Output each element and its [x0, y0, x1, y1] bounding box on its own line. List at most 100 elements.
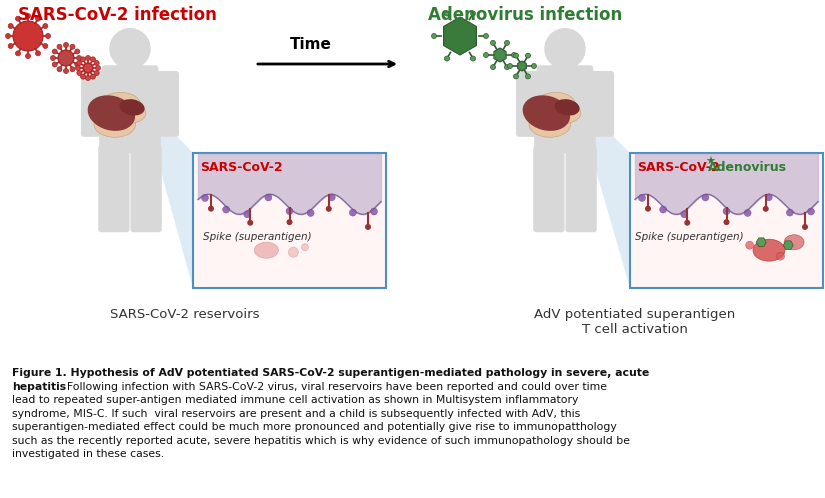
Circle shape — [328, 194, 335, 201]
Ellipse shape — [546, 103, 581, 124]
Circle shape — [684, 220, 691, 226]
Text: lead to repeated super-antigen mediated immune cell activation as shown in Multi: lead to repeated super-antigen mediated … — [12, 395, 578, 405]
Ellipse shape — [87, 95, 135, 131]
Polygon shape — [783, 241, 794, 249]
Text: Adenovirus infection: Adenovirus infection — [428, 6, 622, 24]
Circle shape — [470, 56, 475, 61]
FancyBboxPatch shape — [516, 71, 543, 137]
Circle shape — [507, 64, 512, 69]
Circle shape — [326, 206, 332, 212]
Circle shape — [94, 60, 99, 66]
Circle shape — [681, 211, 688, 218]
Circle shape — [802, 224, 808, 230]
Text: ★: ★ — [705, 157, 715, 167]
Circle shape — [8, 23, 13, 28]
Circle shape — [52, 49, 57, 54]
Circle shape — [81, 57, 86, 62]
Ellipse shape — [753, 239, 785, 261]
Circle shape — [70, 67, 75, 72]
Circle shape — [223, 206, 229, 213]
Text: superantigen-mediated effect could be much more pronounced and potentially give : superantigen-mediated effect could be mu… — [12, 422, 617, 432]
Ellipse shape — [784, 235, 804, 249]
Circle shape — [6, 33, 11, 38]
Circle shape — [431, 33, 436, 38]
Circle shape — [724, 219, 729, 225]
FancyBboxPatch shape — [533, 146, 564, 232]
Ellipse shape — [101, 93, 140, 116]
Circle shape — [660, 206, 667, 213]
Circle shape — [75, 62, 80, 67]
Circle shape — [763, 206, 769, 212]
Text: Time: Time — [290, 37, 332, 52]
Circle shape — [8, 43, 13, 48]
Circle shape — [45, 33, 50, 38]
FancyBboxPatch shape — [587, 71, 614, 137]
Circle shape — [57, 44, 62, 49]
Text: Figure 1. Hypothesis of AdV potentiated SARS-CoV-2 superantigen-mediated patholo: Figure 1. Hypothesis of AdV potentiated … — [12, 368, 649, 378]
Circle shape — [505, 40, 510, 45]
FancyBboxPatch shape — [130, 146, 162, 232]
Circle shape — [109, 28, 151, 69]
Circle shape — [808, 208, 814, 215]
Ellipse shape — [120, 99, 144, 116]
Circle shape — [77, 60, 82, 66]
Circle shape — [349, 209, 356, 216]
Polygon shape — [588, 111, 630, 288]
Text: hepatitis: hepatitis — [12, 381, 66, 391]
Circle shape — [83, 63, 93, 73]
Circle shape — [64, 42, 68, 47]
Circle shape — [544, 28, 586, 69]
Circle shape — [702, 194, 709, 201]
Polygon shape — [757, 238, 766, 247]
FancyBboxPatch shape — [565, 146, 596, 232]
Circle shape — [491, 65, 496, 70]
Circle shape — [286, 219, 293, 225]
Text: such as the recently reported acute, severe hepatitis which is why evidence of s: such as the recently reported acute, sev… — [12, 435, 630, 446]
Circle shape — [746, 241, 754, 249]
Ellipse shape — [529, 112, 571, 137]
Text: syndrome, MIS-C. If such  viral reservoirs are present and a child is subsequent: syndrome, MIS-C. If such viral reservoir… — [12, 408, 580, 418]
Circle shape — [81, 74, 86, 79]
Ellipse shape — [536, 93, 575, 116]
Circle shape — [786, 209, 794, 216]
Circle shape — [64, 69, 68, 74]
Ellipse shape — [111, 103, 146, 124]
Circle shape — [301, 244, 309, 250]
Circle shape — [766, 194, 772, 201]
Circle shape — [526, 74, 530, 79]
FancyBboxPatch shape — [153, 71, 179, 137]
Circle shape — [26, 13, 31, 18]
Circle shape — [86, 55, 91, 60]
Circle shape — [723, 208, 730, 215]
Text: SARS-CoV-2: SARS-CoV-2 — [637, 161, 719, 174]
Circle shape — [776, 252, 785, 260]
Circle shape — [50, 55, 55, 60]
Circle shape — [513, 53, 518, 58]
Circle shape — [58, 50, 74, 66]
Circle shape — [86, 76, 91, 81]
Polygon shape — [494, 48, 506, 62]
Circle shape — [201, 194, 209, 201]
FancyBboxPatch shape — [101, 65, 158, 140]
Circle shape — [445, 11, 450, 16]
Ellipse shape — [554, 99, 580, 116]
Circle shape — [526, 53, 530, 58]
Circle shape — [91, 74, 96, 79]
Circle shape — [35, 51, 40, 56]
Text: Spike (superantigen): Spike (superantigen) — [203, 232, 312, 242]
Circle shape — [531, 64, 536, 69]
Circle shape — [77, 71, 82, 76]
Text: SARS-CoV-2 reservoirs: SARS-CoV-2 reservoirs — [111, 308, 260, 321]
Circle shape — [208, 206, 214, 212]
Polygon shape — [153, 111, 193, 288]
Circle shape — [505, 65, 510, 70]
Circle shape — [70, 44, 75, 49]
Circle shape — [365, 224, 371, 230]
Text: Spike (superantigen): Spike (superantigen) — [635, 232, 743, 242]
Circle shape — [57, 67, 62, 72]
Text: investigated in these cases.: investigated in these cases. — [12, 449, 164, 459]
FancyBboxPatch shape — [193, 153, 386, 288]
Circle shape — [265, 194, 272, 201]
Circle shape — [286, 208, 293, 215]
Circle shape — [639, 194, 645, 201]
